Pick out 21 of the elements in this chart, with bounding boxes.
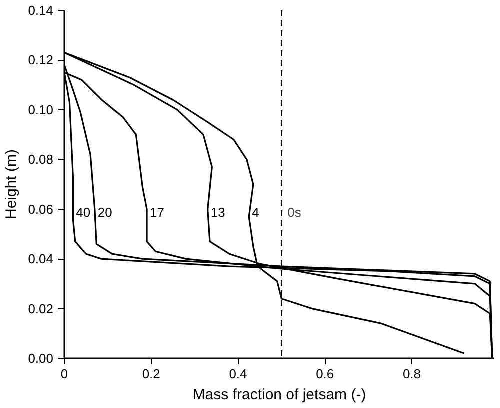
series-label: 17 — [150, 204, 164, 220]
ref-line-label: 0s — [288, 204, 302, 220]
y-tick-label: 0.08 — [28, 152, 54, 168]
y-axis-title: Height (m) — [3, 149, 20, 220]
y-tick-label: 0.02 — [28, 301, 54, 316]
y-tick-label: 0.14 — [28, 3, 54, 18]
x-tick-label: 0.4 — [229, 366, 248, 382]
y-tick-label: 0.10 — [28, 102, 54, 118]
x-tick-label: 0 — [60, 366, 68, 382]
y-tick-label: 0.06 — [28, 202, 54, 217]
series-label: 13 — [210, 204, 226, 220]
y-tick-label: 0.12 — [28, 52, 54, 68]
y-tick-label: 0.04 — [28, 252, 54, 267]
series-label: 20 — [98, 204, 112, 220]
x-axis-title: Mass fraction of jetsam (-) — [192, 386, 366, 404]
x-tick-label: 0.8 — [402, 366, 422, 382]
series-label: 40 — [76, 204, 91, 220]
series-label: 4 — [252, 204, 260, 220]
x-tick-label: 0.2 — [142, 366, 160, 382]
x-tick-label: 0.6 — [316, 366, 334, 382]
y-tick-label: 0.00 — [28, 351, 54, 366]
